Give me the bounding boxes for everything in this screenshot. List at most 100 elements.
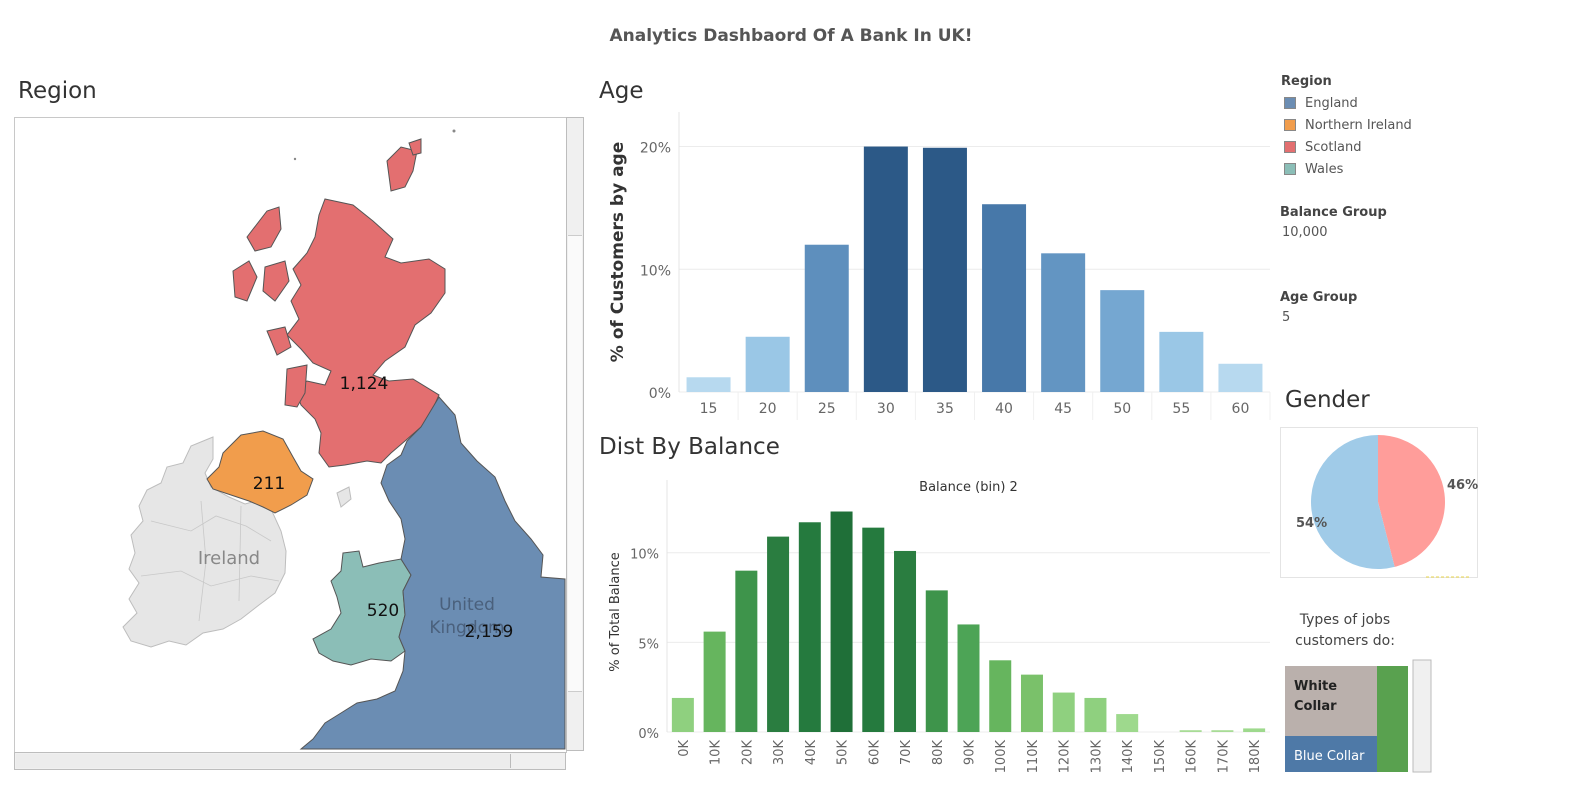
bar-140K[interactable] bbox=[1116, 714, 1139, 732]
bar-30[interactable] bbox=[863, 146, 908, 392]
x-tick-label: 40 bbox=[995, 401, 1013, 417]
legend-item-northern-ireland[interactable]: Northern Ireland bbox=[1284, 114, 1412, 136]
region-map[interactable]: 1,124 211 520 Ireland United Kingdom 2,1… bbox=[14, 117, 567, 753]
legend-swatch bbox=[1284, 163, 1296, 175]
bar-40K[interactable] bbox=[798, 522, 821, 732]
age-section-title: Age bbox=[599, 78, 644, 104]
gender-section-title: Gender bbox=[1285, 387, 1370, 413]
jobs-label-white-collar-line1: White bbox=[1294, 679, 1337, 694]
legend-item-scotland[interactable]: Scotland bbox=[1284, 136, 1412, 158]
map-label-scotland: 1,124 bbox=[340, 374, 389, 394]
bar-160K[interactable] bbox=[1179, 730, 1202, 732]
uk-map-svg: 1,124 211 520 Ireland United Kingdom 2,1… bbox=[122, 129, 566, 750]
map-horizontal-scroll-thumb[interactable] bbox=[16, 754, 511, 768]
map-region-scotland[interactable] bbox=[286, 198, 446, 468]
x-tick-label: 10K bbox=[709, 740, 724, 766]
y-tick-label: 0% bbox=[649, 386, 671, 402]
balance-group-value[interactable]: 10,000 bbox=[1282, 225, 1328, 240]
x-tick-label: 55 bbox=[1172, 401, 1190, 417]
bar-0K[interactable] bbox=[671, 697, 694, 732]
x-tick-label: 80K bbox=[931, 740, 946, 766]
map-region-wales[interactable] bbox=[312, 550, 412, 666]
pie-slice-0[interactable] bbox=[1311, 435, 1395, 569]
x-tick-label: 170K bbox=[1216, 740, 1231, 774]
bar-35[interactable] bbox=[922, 147, 967, 392]
bar-15[interactable] bbox=[686, 377, 731, 392]
bar-130K[interactable] bbox=[1084, 697, 1107, 732]
bar-180K[interactable] bbox=[1243, 728, 1266, 732]
legend-item-wales[interactable]: Wales bbox=[1284, 158, 1412, 180]
x-tick-label: 25 bbox=[818, 401, 836, 417]
legend-title: Region bbox=[1281, 74, 1332, 89]
age-bar-chart: 0% 10% 20% % of Customers by age 15 20 25 30 35 4… bbox=[608, 112, 1271, 420]
x-tick-label: 35 bbox=[936, 401, 954, 417]
dashboard-title: Analytics Dashbaord Of A Bank In UK! bbox=[609, 26, 973, 46]
jobs-tile-other[interactable] bbox=[1377, 666, 1408, 772]
balance-group-label: Balance Group bbox=[1280, 205, 1387, 220]
x-tick-label: 110K bbox=[1026, 740, 1041, 774]
x-tick-label: 90K bbox=[963, 740, 978, 766]
x-tick-label: 130K bbox=[1089, 740, 1104, 774]
gender-chart-frame bbox=[1280, 427, 1478, 578]
map-horizontal-scrollbar[interactable] bbox=[14, 752, 566, 770]
balance-bar-chart: 0% 5% 10% % of Total Balance 0K 10K 20K 30K 40K 5… bbox=[608, 480, 1270, 774]
bar-170K[interactable] bbox=[1211, 730, 1234, 732]
x-tick-label: 50 bbox=[1113, 401, 1131, 417]
bar-70K[interactable] bbox=[894, 550, 917, 732]
bar-25[interactable] bbox=[804, 244, 849, 392]
map-region-northern-ireland[interactable] bbox=[206, 430, 314, 514]
bar-110K[interactable] bbox=[1020, 674, 1043, 732]
legend-swatch bbox=[1284, 119, 1296, 131]
jobs-tile-blue-collar[interactable] bbox=[1285, 736, 1377, 772]
bar-120K[interactable] bbox=[1052, 692, 1075, 732]
pie-label-1: 46% bbox=[1447, 478, 1478, 493]
map-label-wales: 520 bbox=[367, 601, 399, 621]
bar-30K[interactable] bbox=[767, 536, 790, 732]
legend-label: Northern Ireland bbox=[1305, 117, 1412, 133]
jobs-title: Types of jobs customers do: bbox=[1295, 612, 1395, 649]
pie-slice-1[interactable] bbox=[1378, 435, 1445, 567]
map-label-northern-ireland: 211 bbox=[253, 474, 285, 494]
gender-pie-chart: 54% 46% bbox=[1296, 435, 1478, 578]
balance-section-title: Dist By Balance bbox=[599, 434, 780, 460]
bar-20K[interactable] bbox=[735, 570, 758, 732]
legend-item-england[interactable]: England bbox=[1284, 92, 1412, 114]
legend-label: Wales bbox=[1305, 161, 1344, 177]
age-group-value[interactable]: 5 bbox=[1282, 310, 1291, 325]
age-group-label: Age Group bbox=[1280, 290, 1358, 305]
bar-80K[interactable] bbox=[925, 590, 948, 732]
map-place-uk-line1: United bbox=[439, 595, 495, 615]
bar-55[interactable] bbox=[1159, 331, 1204, 392]
bar-20[interactable] bbox=[745, 336, 790, 392]
map-place-ireland: Ireland bbox=[198, 548, 260, 569]
jobs-label-white-collar-line2: Collar bbox=[1294, 699, 1337, 714]
x-tick-label: 150K bbox=[1153, 740, 1168, 774]
x-tick-label: 30 bbox=[877, 401, 895, 417]
bar-50K[interactable] bbox=[830, 511, 853, 732]
chart-title: Balance (bin) 2 bbox=[919, 480, 1018, 495]
x-tick-label: 140K bbox=[1121, 740, 1136, 774]
x-tick-label: 180K bbox=[1248, 740, 1263, 774]
map-vertical-scroll-thumb[interactable] bbox=[568, 235, 582, 692]
map-region-england[interactable] bbox=[299, 396, 566, 750]
map-vertical-scrollbar[interactable] bbox=[566, 117, 584, 751]
bar-60K[interactable] bbox=[862, 527, 885, 732]
y-tick-label: 0% bbox=[638, 727, 659, 742]
jobs-label-blue-collar: Blue Collar bbox=[1294, 749, 1365, 764]
bar-50[interactable] bbox=[1100, 290, 1145, 392]
jobs-scrollbar[interactable] bbox=[1412, 659, 1432, 773]
x-tick-label: 160K bbox=[1185, 740, 1200, 774]
legend-swatch bbox=[1284, 97, 1296, 109]
legend-label: Scotland bbox=[1305, 139, 1362, 155]
bar-90K[interactable] bbox=[957, 624, 980, 732]
bar-60[interactable] bbox=[1218, 363, 1263, 392]
legend-label: England bbox=[1305, 95, 1358, 111]
bar-45[interactable] bbox=[1041, 253, 1086, 392]
bar-100K[interactable] bbox=[989, 660, 1012, 732]
x-tick-label: 70K bbox=[899, 740, 914, 766]
jobs-tile-white-collar[interactable] bbox=[1285, 666, 1377, 736]
bar-10K[interactable] bbox=[703, 631, 726, 732]
x-tick-label: 120K bbox=[1058, 740, 1073, 774]
bar-40[interactable] bbox=[982, 204, 1027, 392]
x-tick-label: 30K bbox=[772, 740, 787, 766]
